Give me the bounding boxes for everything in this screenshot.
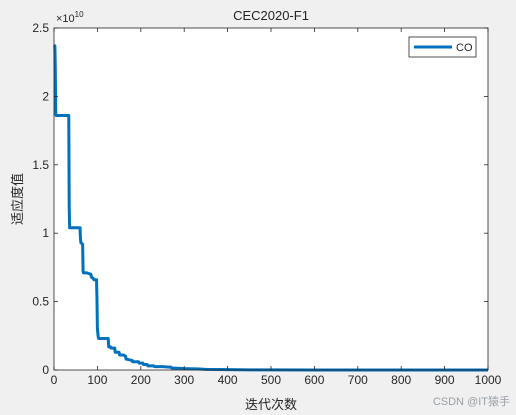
legend-label-co: CO [456, 42, 473, 54]
x-axis-ticks: 0 100 200 300 400 500 600 700 800 900 1000 [51, 28, 502, 387]
x-tick-label: 400 [218, 373, 238, 387]
x-tick-label: 800 [391, 373, 411, 387]
y-axis-label: 适应度值 [10, 173, 26, 225]
watermark: CSDN @IT猿手 [432, 396, 510, 408]
series-line-co [53, 44, 488, 372]
y-tick-label: 2 [42, 89, 49, 103]
x-tick-label: 600 [304, 373, 324, 387]
y-tick-label: 2.5 [32, 21, 49, 35]
x-tick-label: 1000 [475, 373, 502, 387]
x-tick-label: 200 [131, 373, 151, 387]
y-tick-label: 0 [42, 363, 49, 377]
axes-border [53, 27, 489, 371]
x-tick-label: 300 [174, 373, 194, 387]
y-tick-label: 1.5 [32, 158, 49, 172]
svg-text:×1010: ×1010 [56, 10, 84, 25]
y-tick-label: 1 [42, 226, 49, 240]
x-tick-label: 100 [87, 373, 107, 387]
x-tick-label: 900 [435, 373, 455, 387]
series-layer [53, 44, 488, 372]
x-tick-label: 500 [261, 373, 281, 387]
axes-background [54, 28, 488, 370]
x-axis-label: 迭代次数 [245, 397, 297, 413]
legend: CO [408, 36, 477, 58]
y-axis-ticks: 0 0.5 1 1.5 2 2.5 [32, 21, 488, 377]
y-exponent-power: 10 [75, 10, 84, 19]
chart-title: CEC2020-F1 [233, 8, 309, 23]
x-tick-label: 0 [51, 373, 58, 387]
y-exponent-base: ×10 [56, 13, 75, 25]
x-tick-label: 700 [348, 373, 368, 387]
y-axis-exponent: ×1010 [56, 10, 84, 25]
y-tick-label: 0.5 [32, 295, 49, 309]
